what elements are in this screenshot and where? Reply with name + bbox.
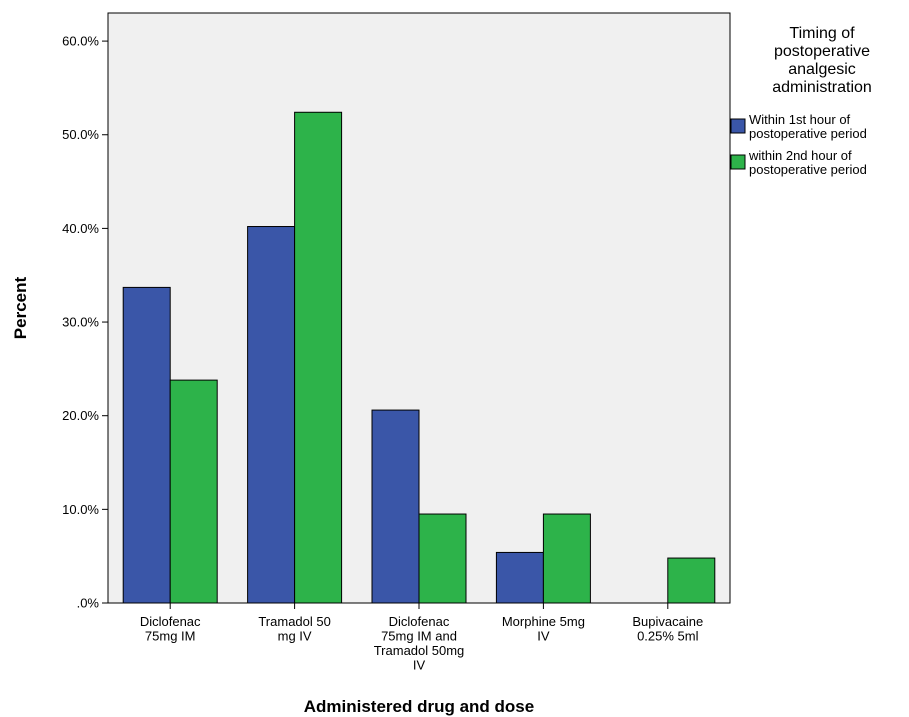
x-category-label-line: Diclofenac	[140, 614, 201, 629]
bar-series-2-cat-3	[418, 513, 467, 604]
x-category-label: Diclofenac 75mg IM	[140, 614, 201, 644]
y-tick-label: 60.0%	[62, 34, 99, 49]
x-category-label-line: 75mg IM	[145, 629, 196, 644]
legend-title: Timing of postoperative analgesic administr…	[772, 25, 872, 96]
x-category-label: Bupivacaine 0.25% 5ml	[632, 614, 703, 644]
x-category-label: Tramadol 50 mg IV	[258, 614, 331, 644]
y-tick-label: 30.0%	[62, 315, 99, 330]
x-category-label-line: Bupivacaine	[632, 614, 703, 629]
legend-label-2: within 2nd hour of postoperative period	[748, 148, 867, 177]
bar-series-2-cat-1	[169, 379, 218, 604]
y-tick-label: .0%	[77, 596, 100, 611]
legend-swatch-1	[730, 118, 746, 134]
legend-label-1: Within 1st hour of postoperative period	[749, 112, 867, 141]
x-category-label-line: mg IV	[278, 629, 312, 644]
legend-label-line: within 2nd hour of	[748, 148, 852, 163]
bar-series-1-cat-4	[495, 551, 544, 604]
bar-series-2-cat-2	[294, 111, 343, 604]
y-tick-label: 10.0%	[62, 502, 99, 517]
x-category-label-line: Tramadol 50mg	[374, 643, 465, 658]
x-category-label-line: Diclofenac	[389, 614, 450, 629]
x-category-label-line: 75mg IM and	[381, 629, 457, 644]
bar-series-2-cat-4	[542, 513, 591, 604]
y-tick-label: 20.0%	[62, 408, 99, 423]
legend-title-line: postoperative	[774, 43, 870, 60]
legend-swatch-2	[730, 154, 746, 170]
bar-series-2-cat-5	[667, 557, 716, 604]
y-axis-title: Percent	[11, 276, 30, 339]
legend-title-line: Timing of	[789, 25, 855, 42]
x-category-label: Diclofenac 75mg IM and Tramadol 50mg IV	[374, 614, 465, 673]
legend-title-line: administration	[772, 79, 872, 96]
x-category-label-line: 0.25% 5ml	[637, 629, 699, 644]
x-category-label-line: IV	[413, 658, 426, 673]
bar-series-1-cat-2	[247, 226, 296, 604]
x-category-label: Morphine 5mg IV	[502, 614, 585, 644]
legend-label-line: postoperative period	[749, 126, 867, 141]
x-category-label-line: IV	[537, 629, 550, 644]
y-tick-label: 50.0%	[62, 127, 99, 142]
legend-title-line: analgesic	[788, 61, 856, 78]
y-tick-label: 40.0%	[62, 221, 99, 236]
bar-series-1-cat-3	[371, 409, 420, 604]
legend-label-line: postoperative period	[749, 162, 867, 177]
legend-label-line: Within 1st hour of	[749, 112, 851, 127]
x-category-label-line: Tramadol 50	[258, 614, 331, 629]
x-axis-title: Administered drug and dose	[304, 697, 534, 716]
x-category-label-line: Morphine 5mg	[502, 614, 585, 629]
bar-series-1-cat-1	[122, 286, 171, 604]
